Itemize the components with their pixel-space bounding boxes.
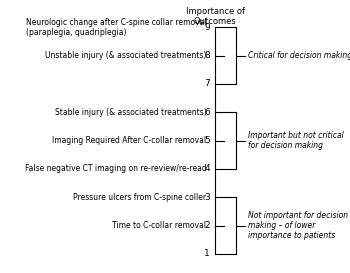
Text: 4: 4 (204, 164, 210, 173)
Text: Not important for decision
making – of lower
importance to patients: Not important for decision making – of l… (248, 211, 349, 241)
Text: Time to C-collar removal: Time to C-collar removal (112, 221, 206, 230)
Text: Importance of
Outcomes: Importance of Outcomes (186, 7, 245, 26)
Text: 9: 9 (204, 23, 210, 32)
Text: 3: 3 (204, 193, 210, 202)
Text: 2: 2 (204, 221, 210, 230)
Text: Unstable injury (& associated treatments): Unstable injury (& associated treatments… (45, 51, 206, 60)
Text: 6: 6 (204, 108, 210, 117)
Text: Neurologic change after C-spine collar removal
(paraplegia, quadriplegia): Neurologic change after C-spine collar r… (26, 17, 206, 37)
Text: Critical for decision making: Critical for decision making (248, 51, 350, 60)
Text: Pressure ulcers from C-spine coller: Pressure ulcers from C-spine coller (74, 193, 206, 202)
Text: 1: 1 (204, 250, 210, 258)
Text: 7: 7 (204, 79, 210, 88)
Text: Stable injury (& associated treatments): Stable injury (& associated treatments) (55, 108, 206, 117)
Text: 8: 8 (204, 51, 210, 60)
Text: Imaging Required After C-collar removal: Imaging Required After C-collar removal (52, 136, 206, 145)
Text: Important but not critical
for decision making: Important but not critical for decision … (248, 131, 344, 150)
Text: 5: 5 (204, 136, 210, 145)
Text: False negative CT imaging on re-review/re-read: False negative CT imaging on re-review/r… (25, 164, 206, 173)
